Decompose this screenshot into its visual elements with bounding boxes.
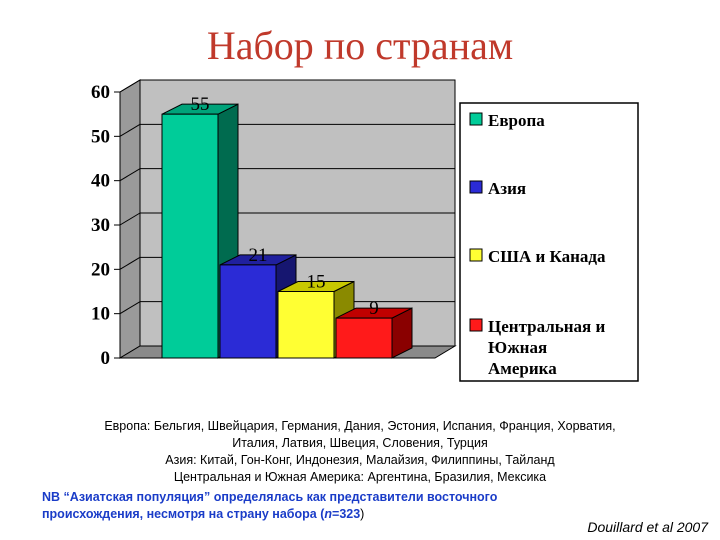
y-tick-label: 60 (91, 82, 110, 103)
gridline-diag (119, 212, 141, 226)
legend-swatch-1 (469, 180, 483, 194)
legend-label-3-1: Южная (488, 338, 547, 357)
data-label-2: 15 (307, 272, 326, 293)
nb-text-line2: происхождения, несмотря на страну набора… (42, 507, 325, 521)
y-tick-label: 30 (91, 215, 110, 236)
bar-3 (335, 317, 393, 359)
legend-label-3-0: Центральная и (488, 317, 605, 336)
legend-label-0-0: Европа (488, 111, 545, 130)
legend-swatch-2 (469, 248, 483, 262)
y-tick-label: 20 (91, 259, 110, 280)
nb-close: ) (360, 507, 365, 521)
chart-title: Набор по странам (206, 23, 514, 68)
nb-label: NB (42, 490, 61, 504)
y-tick-label: 10 (91, 304, 110, 325)
country-notes: Европа: Бельгия, Швейцария, Германия, Да… (20, 418, 700, 486)
y-tick-label: 50 (91, 126, 110, 147)
citation: Douillard et al 2007 (587, 519, 708, 535)
bar-1 (219, 264, 277, 359)
legend-label-1-0: Азия (488, 179, 526, 198)
legend-label-3-2: Америка (488, 359, 557, 378)
legend-label-2-0: США и Канада (488, 247, 606, 266)
gridline-diag (119, 256, 141, 270)
bar-0 (161, 113, 219, 359)
data-label-0: 55 (191, 94, 210, 115)
gridline-diag (119, 301, 141, 315)
data-label-3: 9 (369, 298, 379, 319)
legend-swatch-0 (469, 112, 483, 126)
legend-box (459, 102, 639, 382)
gridline-diag (119, 168, 141, 182)
nb-text-line1: “Азиатская популяция” определялась как п… (63, 490, 498, 504)
notes-line-americas: Центральная и Южная Америка: Аргентина, … (173, 470, 547, 484)
nb-n-value: =323 (332, 507, 361, 521)
notes-line-europe-2: Италия, Латвия, Швеция, Словения, Турция (232, 436, 488, 450)
notes-line-europe-1: Европа: Бельгия, Швейцария, Германия, Да… (104, 419, 616, 433)
data-label-1: 21 (249, 245, 268, 266)
nb-note: NB “Азиатская популяция” определялась ка… (42, 489, 602, 523)
gridline-diag (119, 79, 141, 93)
bar-2 (277, 291, 335, 359)
notes-line-asia: Азия: Китай, Гон-Конг, Индонезия, Малайз… (165, 453, 555, 467)
gridline-diag (119, 123, 141, 137)
y-tick-label: 0 (101, 348, 111, 369)
nb-n-symbol: n (324, 507, 333, 521)
legend-swatch-3 (469, 318, 483, 332)
y-tick-label: 40 (91, 171, 110, 192)
